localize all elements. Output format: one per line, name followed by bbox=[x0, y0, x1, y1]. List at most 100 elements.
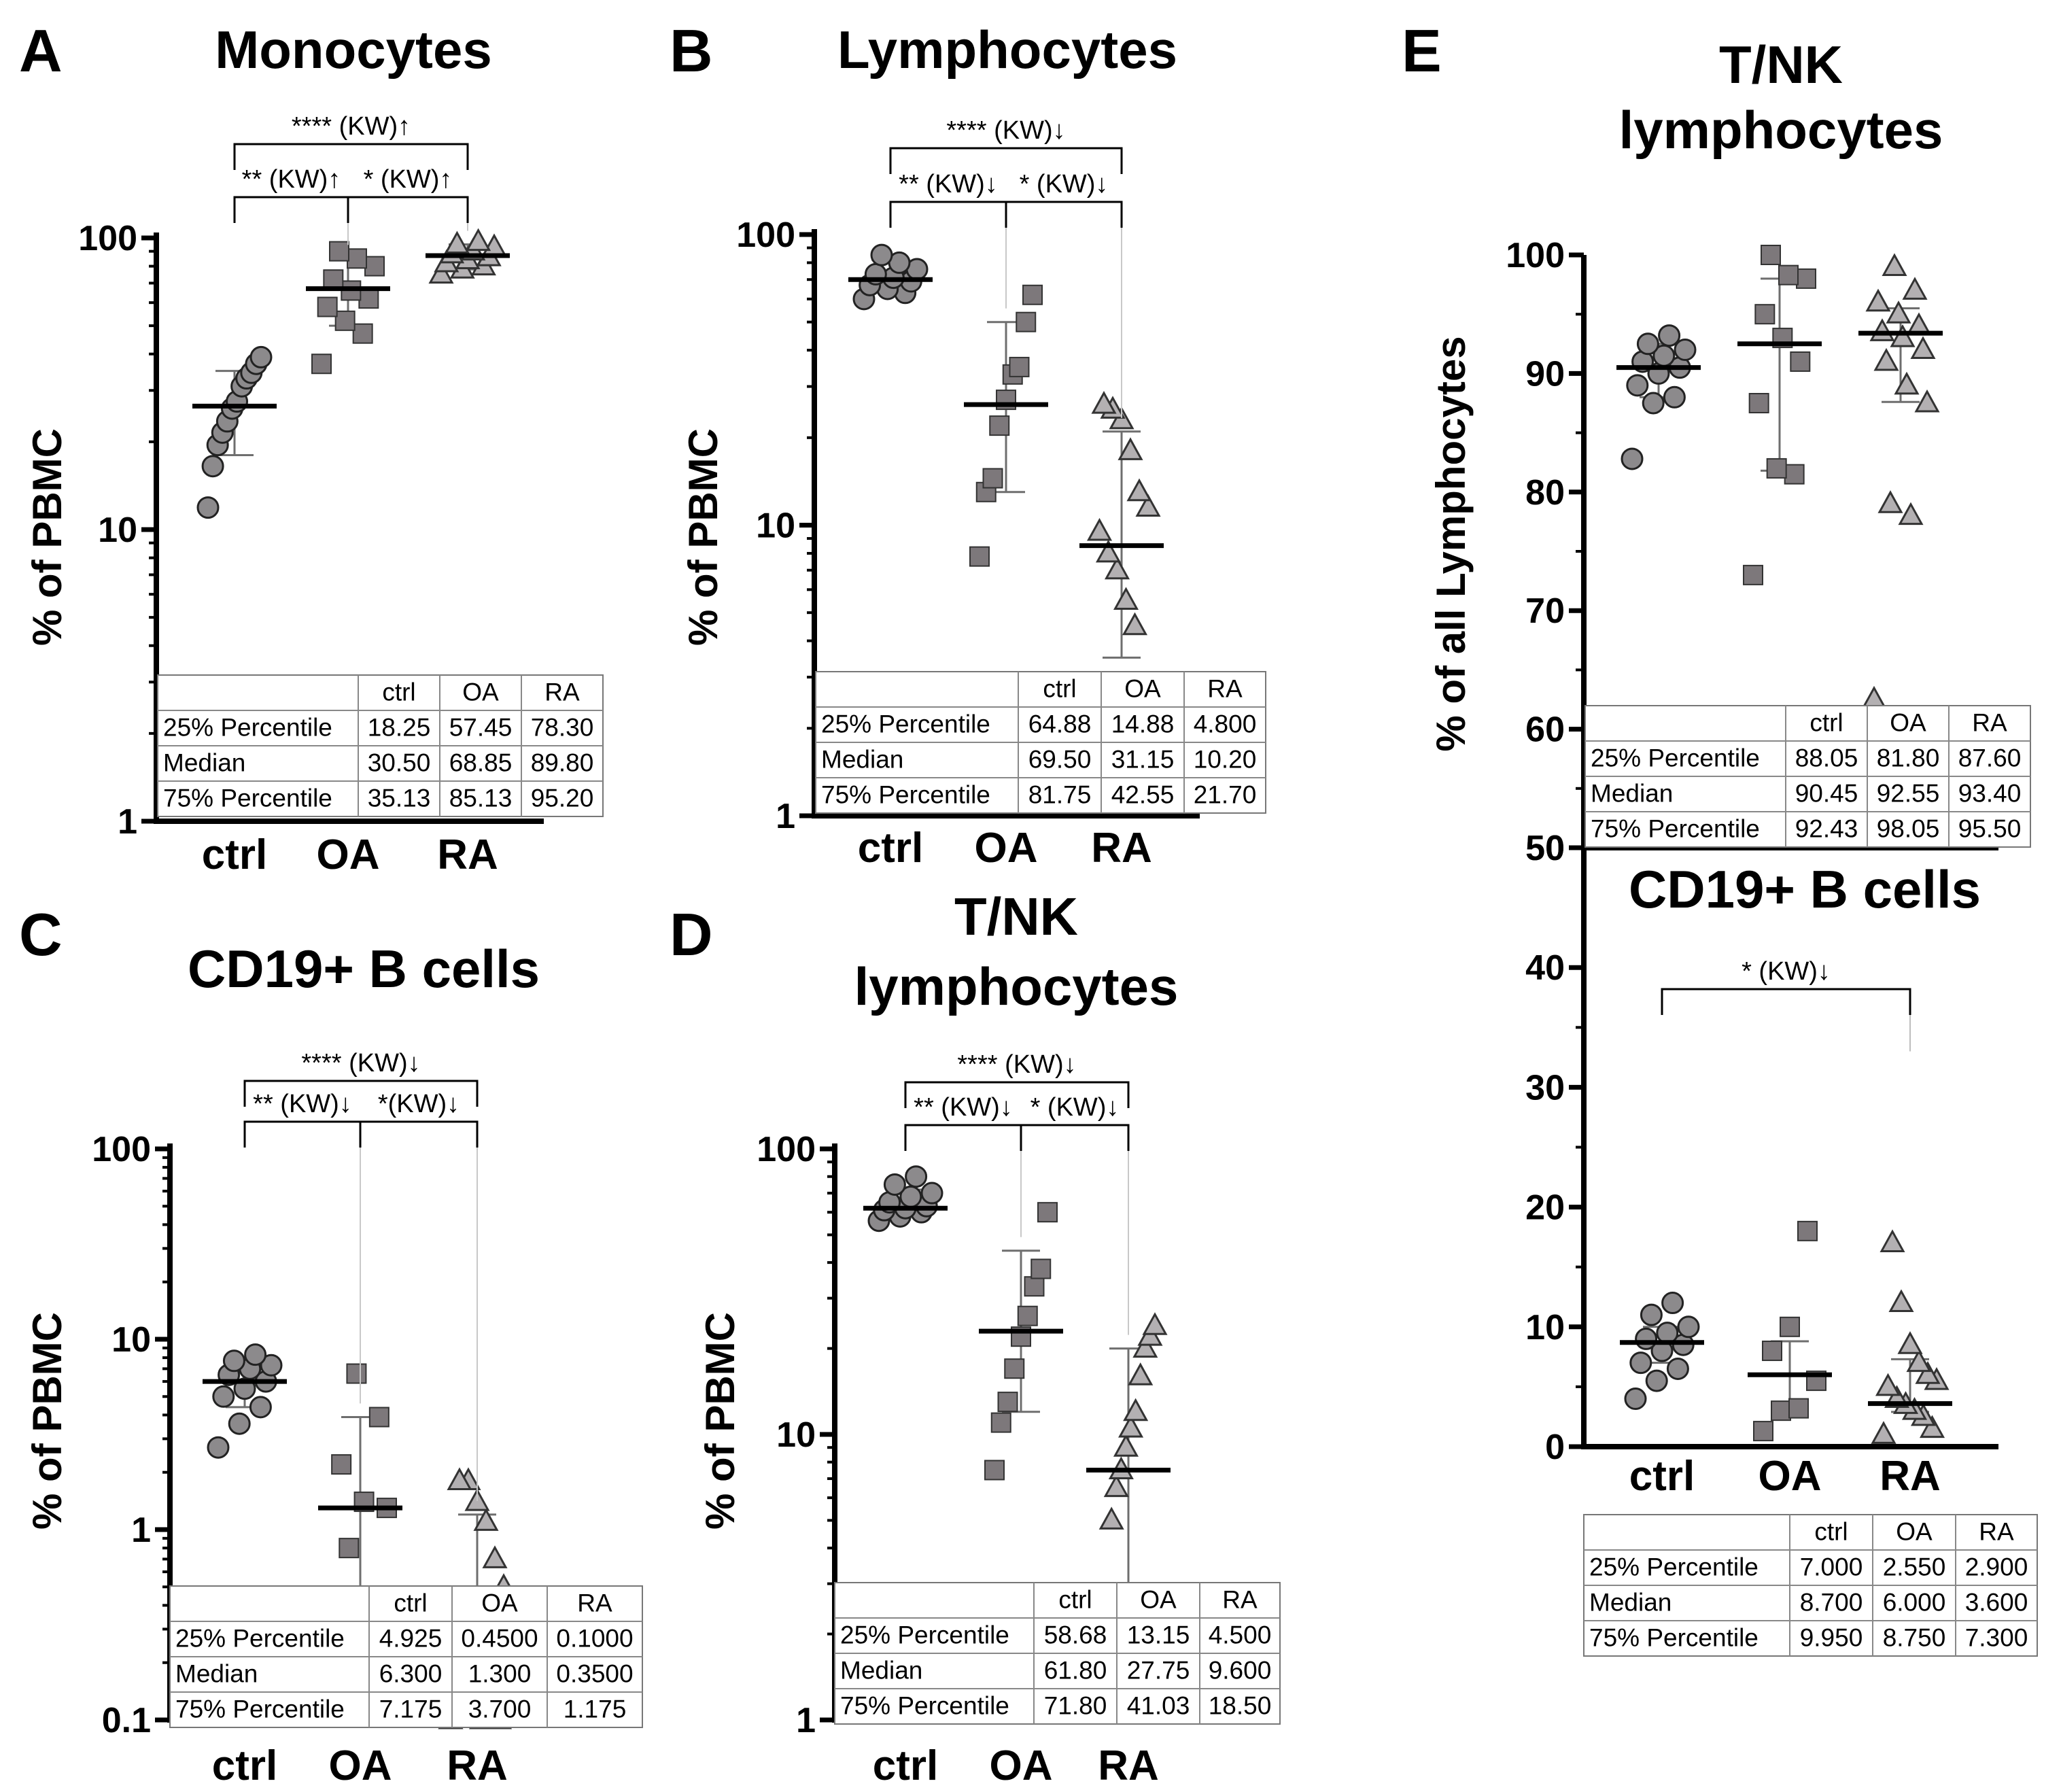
data-point bbox=[1771, 1400, 1791, 1421]
data-point bbox=[1674, 339, 1697, 362]
data-point bbox=[1118, 437, 1143, 460]
data-point bbox=[352, 323, 373, 344]
data-point bbox=[1624, 1388, 1647, 1411]
data-point bbox=[1898, 502, 1924, 525]
x-category-label: OA bbox=[975, 825, 1038, 872]
data-point bbox=[1030, 1258, 1052, 1279]
data-point bbox=[1656, 1322, 1679, 1345]
table-cell: 92.43 bbox=[1795, 814, 1858, 842]
percentile-table: ctrl OA RA 25% Percentile 88.05 81.80 87.60 Med… bbox=[1584, 705, 2031, 848]
data-point bbox=[1645, 1369, 1668, 1392]
table-cell: 64.88 bbox=[1028, 710, 1092, 738]
data-point bbox=[1022, 284, 1043, 305]
data-point bbox=[883, 1173, 906, 1196]
table-cell: ctrl bbox=[1809, 708, 1843, 736]
data-point bbox=[1761, 245, 1781, 265]
panel-title: CD19+ B cells bbox=[188, 939, 540, 999]
panel-title: lymphocytes bbox=[1619, 100, 1943, 160]
data-point bbox=[334, 310, 356, 331]
y-tick-label: 10 bbox=[756, 506, 795, 546]
data-point bbox=[1635, 1327, 1658, 1350]
table-cell: 9.600 bbox=[1209, 1656, 1272, 1684]
data-point bbox=[905, 1165, 928, 1188]
y-tick-label: 20 bbox=[1525, 1188, 1565, 1228]
panel-label: B bbox=[670, 17, 713, 84]
data-point bbox=[1797, 1220, 1818, 1241]
significance-bracket bbox=[243, 1120, 362, 1148]
series-RA bbox=[426, 228, 510, 284]
data-point bbox=[473, 1508, 499, 1531]
table-cell: 3.700 bbox=[468, 1695, 532, 1723]
significance-label: * (KW)↓ bbox=[1742, 957, 1831, 986]
table-cell: 1.175 bbox=[564, 1695, 627, 1723]
data-point bbox=[444, 230, 470, 254]
panel-B: B Lymphocytes % of PBMC 1 10 100 ctrl OA RA **** … bbox=[670, 17, 1266, 872]
data-point bbox=[1642, 392, 1665, 415]
table-cell: 4.500 bbox=[1209, 1621, 1272, 1649]
series-OA bbox=[1737, 245, 1822, 585]
significance-label: *(KW)↓ bbox=[378, 1090, 460, 1118]
table-cell: 21.70 bbox=[1194, 780, 1257, 808]
table-cell: 93.40 bbox=[1958, 779, 2022, 807]
x-category-label: ctrl bbox=[212, 1742, 277, 1789]
series-ctrl bbox=[863, 1165, 948, 1233]
data-point bbox=[1766, 458, 1787, 479]
table-cell: Median bbox=[1591, 779, 1673, 807]
y-tick-label: 10 bbox=[1525, 1308, 1565, 1347]
table-cell: 25% Percentile bbox=[1589, 1553, 1759, 1581]
significance-bracket bbox=[889, 147, 1123, 174]
data-point bbox=[969, 546, 990, 567]
data-point bbox=[997, 1392, 1018, 1413]
table-cell: 4.925 bbox=[379, 1624, 443, 1652]
percentile-table: ctrl OA RA 25% Percentile 7.000 2.550 2.900 Med… bbox=[1583, 1514, 2038, 1657]
series-ctrl bbox=[1616, 324, 1701, 470]
data-point bbox=[368, 1407, 389, 1428]
significance-bracket bbox=[1661, 988, 1911, 1015]
data-point bbox=[1919, 1415, 1945, 1438]
data-point bbox=[364, 256, 385, 277]
data-point bbox=[1126, 478, 1152, 502]
y-tick-label: 30 bbox=[1525, 1068, 1565, 1107]
data-point bbox=[358, 288, 379, 309]
data-point bbox=[249, 345, 273, 368]
significance-label: **** (KW)↓ bbox=[301, 1049, 420, 1078]
data-point bbox=[1142, 1312, 1168, 1335]
data-point bbox=[990, 1412, 1011, 1433]
table-cell: 71.80 bbox=[1044, 1691, 1107, 1719]
table-cell: 25% Percentile bbox=[840, 1621, 1009, 1649]
y-tick-label: 0.1 bbox=[102, 1701, 151, 1740]
table-cell: 7.175 bbox=[379, 1695, 443, 1723]
significance-label: ** (KW)↓ bbox=[253, 1090, 352, 1118]
series-ctrl bbox=[203, 1343, 287, 1459]
data-point bbox=[1894, 371, 1920, 395]
table-cell: 75% Percentile bbox=[1591, 814, 1760, 842]
table-cell: OA bbox=[1890, 708, 1926, 736]
data-point bbox=[1666, 1357, 1689, 1380]
data-point bbox=[1890, 324, 1916, 347]
data-point bbox=[1897, 1331, 1923, 1354]
data-point bbox=[1865, 288, 1891, 312]
data-point bbox=[1778, 264, 1799, 286]
data-point bbox=[1626, 374, 1649, 397]
data-point bbox=[1784, 464, 1805, 485]
table-cell: 25% Percentile bbox=[821, 710, 990, 738]
data-point bbox=[1636, 332, 1659, 356]
percentile-table: ctrl OA RA 25% Percentile 4.925 0.4500 0.1000 M… bbox=[169, 1585, 643, 1728]
table-cell: 8.750 bbox=[1883, 1623, 1946, 1651]
table-cell: 81.80 bbox=[1877, 744, 1940, 772]
data-point bbox=[1658, 324, 1681, 347]
data-point bbox=[1123, 1398, 1149, 1421]
series-OA bbox=[318, 1363, 402, 1640]
x-category-label: RA bbox=[1880, 1453, 1941, 1500]
data-point bbox=[1902, 277, 1928, 300]
y-axis-label: % of PBMC bbox=[697, 1312, 743, 1530]
y-tick-label: 80 bbox=[1525, 473, 1565, 513]
x-category-label: ctrl bbox=[873, 1742, 938, 1789]
significance-bracket bbox=[1005, 201, 1123, 228]
data-point bbox=[1914, 389, 1940, 413]
significance-label: * (KW)↓ bbox=[1020, 170, 1109, 199]
data-point bbox=[212, 1385, 235, 1408]
percentile-table: ctrl OA RA 25% Percentile 58.68 13.15 4.500 Med… bbox=[834, 1582, 1281, 1725]
table-cell: 87.60 bbox=[1958, 744, 2022, 772]
panel-title: CD19+ B cells bbox=[1629, 859, 1981, 919]
